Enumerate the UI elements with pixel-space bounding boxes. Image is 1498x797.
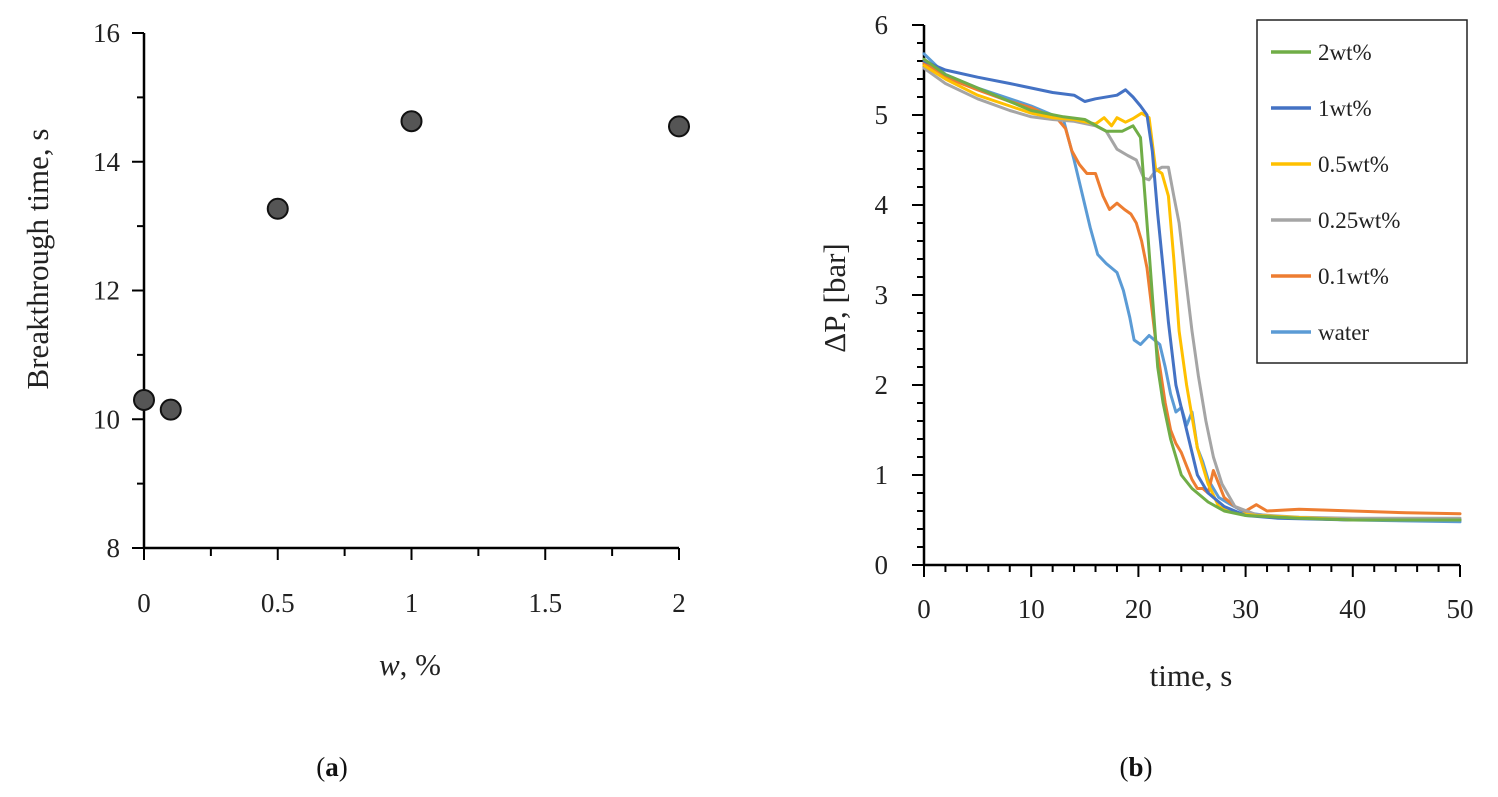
chart-b-x-tick-label: 10 [1018,594,1045,624]
chart-b-y-tick-label: 4 [875,190,889,220]
chart-a-xlabel-variable: w [379,647,400,682]
chart-b-legend: 2wt% 1wt% 0.5wt% 0.25wt% 0.1wt% water [1256,19,1468,364]
chart-a-y-tick-label: 16 [93,18,120,48]
chart-a-panel-letter: a [325,752,339,782]
chart-b-x-tick-label: 20 [1125,594,1152,624]
chart-a-xlabel-unit: , % [400,647,441,682]
chart-b-x-tick-label: 30 [1232,594,1259,624]
chart-b-x-tick-label: 0 [917,594,931,624]
chart-b-legend-label: 1wt% [1318,96,1372,121]
chart-a-xlabel: w, % [379,647,441,682]
chart-b-ylabel: ΔP, [bar] [817,243,852,352]
chart-b-y-tick-label: 3 [875,280,889,310]
chart-a-x-tick-label: 2 [672,588,686,618]
chart-a-x-tick-label: 1.5 [528,588,562,618]
chart-a-y-tick-label: 14 [93,147,121,177]
chart-a-panel-open: ( [316,752,325,782]
chart-b-panel-close: ) [1144,752,1153,782]
chart-a-data-point [159,398,182,421]
chart-b-series-line [922,59,1462,522]
chart-a-x-tick-label: 0.5 [261,588,295,618]
chart-b-series-line [922,64,1462,522]
chart-b-series-line [922,66,1462,520]
chart-b-y-tick-label: 2 [875,370,889,400]
chart-b-legend-box [1256,19,1468,364]
chart-b-panel-open: ( [1119,752,1128,782]
line-chart-pressure-drop: 0 10 20 30 40 50 0 1 2 3 4 5 6 [875,10,1474,624]
chart-b-panel-label: (b) [1119,752,1152,782]
chart-b-y-tick-label: 1 [875,460,889,490]
chart-b-y-tick-label: 0 [875,550,889,580]
chart-b-panel-letter: b [1128,752,1143,782]
chart-b-legend-label: 2wt% [1318,40,1372,65]
chart-a-panel-close: ) [339,752,348,782]
chart-b-x-tick-label: 40 [1339,594,1366,624]
chart-b-legend-label: 0.25wt% [1318,208,1400,233]
chart-a-panel-label: (a) [316,752,348,782]
chart-b-y-tick-label: 5 [875,100,889,130]
chart-a-x-tick-label: 0 [137,588,151,618]
chart-a-data-point [400,110,423,133]
chart-a-data-point [266,197,289,220]
chart-a-y-tick-label: 12 [93,276,120,306]
chart-b-x-tick-label: 50 [1447,594,1474,624]
chart-b-series-line [922,57,1462,522]
chart-a-ylabel: Breakthrough time, s [20,129,55,390]
chart-a-data-point [668,115,690,138]
chart-b-legend-label: 0.5wt% [1318,152,1389,177]
chart-b-legend-label: water [1318,320,1369,345]
scatter-chart-breakthrough: 0 0.5 1 1.5 2 8 10 12 14 16 [93,18,690,618]
chart-b-xlabel: time, s [1150,658,1233,693]
chart-b-legend-label: 0.1wt% [1318,264,1389,289]
chart-b-y-tick-label: 6 [875,10,889,40]
chart-a-x-tick-label: 1 [405,588,419,618]
chart-a-y-tick-label: 8 [107,533,121,563]
chart-a-y-tick-label: 10 [93,404,120,434]
chart-a-data-point [133,388,155,411]
